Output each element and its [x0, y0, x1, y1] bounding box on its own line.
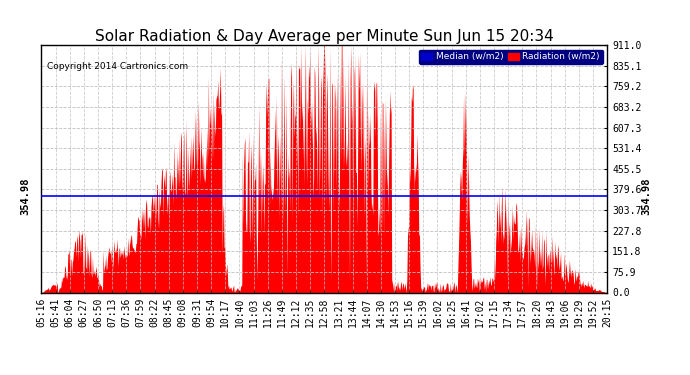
Text: 354.98: 354.98 [20, 177, 30, 215]
Text: 354.98: 354.98 [642, 177, 651, 215]
Legend: Median (w/m2), Radiation (w/m2): Median (w/m2), Radiation (w/m2) [419, 50, 602, 64]
Title: Solar Radiation & Day Average per Minute Sun Jun 15 20:34: Solar Radiation & Day Average per Minute… [95, 29, 553, 44]
Text: Copyright 2014 Cartronics.com: Copyright 2014 Cartronics.com [47, 62, 188, 71]
